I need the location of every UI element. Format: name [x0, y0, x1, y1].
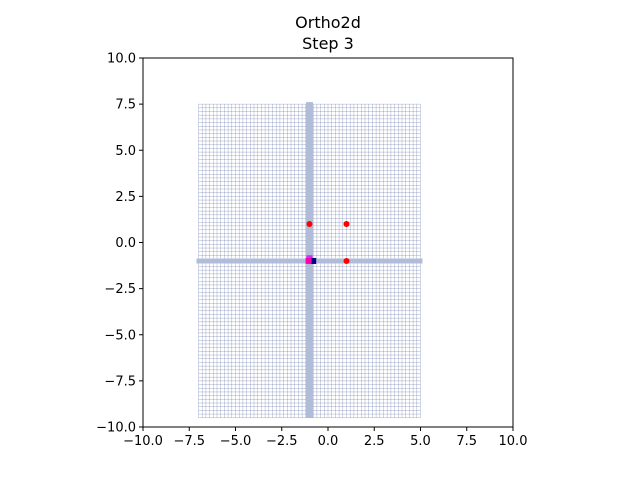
x-tick-label: 7.5 — [456, 434, 477, 449]
x-tick-label: 2.5 — [364, 434, 385, 449]
y-tick-label: 5.0 — [115, 144, 136, 159]
chart-subtitle: Step 3 — [302, 34, 354, 53]
data-point — [343, 257, 350, 264]
x-tick-label: 10.0 — [499, 434, 528, 449]
chart-title: Ortho2d — [295, 13, 361, 32]
data-point — [306, 221, 313, 228]
marker-square — [310, 257, 317, 264]
y-tick-label: −10.0 — [96, 421, 136, 436]
y-tick-label: 10.0 — [107, 52, 136, 67]
marker-square — [305, 257, 312, 264]
plot-area: −10.0 −7.5 −5.0 −2.5 0.0 2.5 5.0 7.5 10.0 −10.0 −7… — [96, 52, 527, 450]
y-tick-label: 0.0 — [115, 236, 136, 251]
x-tick-label: −7.5 — [173, 434, 205, 449]
data-point — [343, 221, 350, 228]
y-tick-label: −7.5 — [104, 374, 136, 389]
x-tick-label: −10.0 — [123, 434, 163, 449]
y-tick-label: −5.0 — [104, 328, 136, 343]
x-tick-label: −2.5 — [266, 434, 298, 449]
x-tick-label: 5.0 — [410, 434, 431, 449]
x-tick-label: −5.0 — [220, 434, 252, 449]
x-tick-label: 0.0 — [318, 434, 339, 449]
y-tick-label: 7.5 — [115, 98, 136, 113]
y-tick-label: 2.5 — [115, 190, 136, 205]
y-tick-label: −2.5 — [104, 282, 136, 297]
